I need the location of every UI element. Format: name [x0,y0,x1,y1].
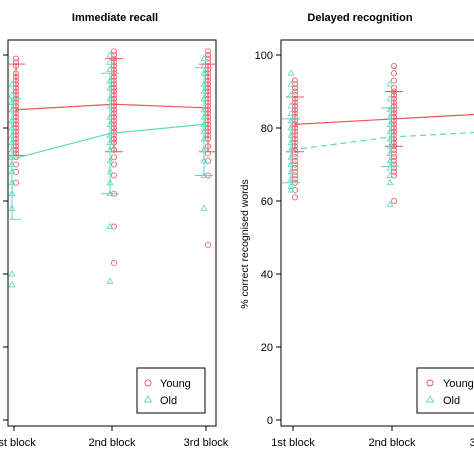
y-tick-label: 40 [261,269,273,281]
data-point-old [287,186,295,193]
legend-young-marker [144,379,152,387]
data-point-young [291,194,298,201]
data-point-old [200,204,208,211]
x-tick-label: 1st block [271,437,315,449]
data-layer [282,62,474,208]
data-point-young [204,52,211,59]
data-point-old [287,91,295,98]
panel-delayed-recognition: Delayed recognition % correct recognised… [239,12,474,449]
data-point-old [386,171,394,178]
data-point-young [291,88,298,95]
data-point-old [386,200,394,208]
data-point-young [291,165,298,172]
y-tick-label: 20 [261,342,273,354]
legend-old-marker [425,395,435,403]
data-point-old [386,94,394,102]
x-tick-label: 3rd block [470,437,474,449]
data-point-young [390,77,397,84]
data-point-young [291,77,298,84]
data-layer [8,48,216,288]
data-point-old [200,54,208,62]
data-point-old [8,91,16,98]
legend-box [136,367,206,414]
legend: Young Old [136,367,206,414]
y-tick-label: 80 [261,123,273,135]
data-point-young [390,146,397,153]
mean-line-young [15,103,209,111]
data-point-young [291,157,298,164]
data-point-old [287,182,295,189]
data-point-young [390,168,397,175]
legend-young-label: Young [160,378,191,390]
data-point-young [291,172,298,179]
x-tick-label: 3rd block [184,437,229,449]
panel-immediate-recall: Immediate recall 1st block 2nd block 3rd b… [0,12,229,449]
data-point-old [8,270,16,277]
data-point-old [106,65,114,72]
plot-frame [280,39,474,427]
data-point-old [8,281,16,288]
legend-young-label: Young [443,378,474,390]
data-point-young [12,55,19,62]
data-point-young [390,84,397,91]
mean-line-old [11,123,205,160]
data-point-young [390,62,397,69]
x-tick-label: 1st block [0,437,36,449]
data-point-young [390,70,397,77]
data-point-old [287,80,295,87]
data-point-old [287,109,295,116]
data-point-old [8,80,16,87]
data-point-old [106,58,114,65]
data-point-old [287,102,295,109]
data-point-young [390,154,397,161]
data-point-young [111,161,118,168]
data-point-young [111,260,118,267]
legend-old-label: Old [160,395,177,407]
data-point-young [204,241,211,248]
legend-old-label: Old [443,395,460,407]
y-axis-label: % correct recognised words [239,179,251,309]
data-point-young [204,48,211,55]
data-point-young [390,161,397,168]
data-point-old [386,80,394,87]
y-tick-label: 0 [267,415,273,427]
legend-young-marker [426,379,434,387]
x-tick-label: 2nd block [368,437,416,449]
legend-box [416,367,474,414]
y-tick-label: 100 [255,50,273,62]
mean-line-young [294,113,474,125]
data-point-young [111,172,118,179]
data-point-young [111,48,118,55]
mean-line-old [290,131,474,151]
data-point-young [291,84,298,91]
legend: Young Old [416,367,474,414]
y-tick-label: 60 [261,196,273,208]
data-point-old [106,222,114,229]
data-point-young [390,197,397,204]
panel-title: Delayed recognition [307,12,412,24]
data-point-old [106,277,114,284]
data-point-old [287,69,295,76]
data-point-young [111,154,118,161]
x-tick-label: 2nd block [88,437,136,449]
data-point-old [386,178,394,186]
panel-title: Immediate recall [72,12,158,24]
data-point-old [386,164,394,171]
data-point-old [106,51,114,58]
legend-old-marker [143,395,153,403]
